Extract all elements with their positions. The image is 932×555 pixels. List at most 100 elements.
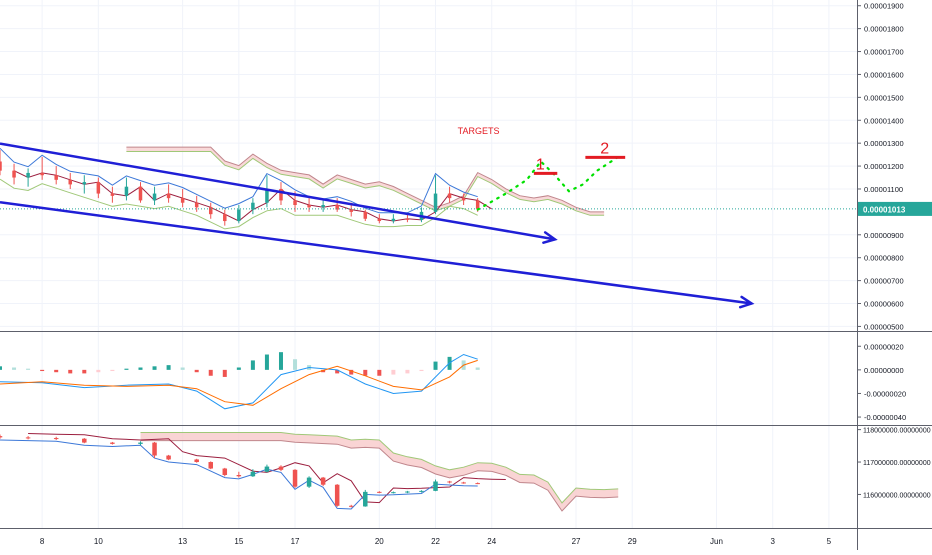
price-axis-label: 0.00000800 [864,254,904,263]
price-candle[interactable] [180,198,185,203]
bottom-baseline [28,433,506,504]
macd-histogram-bar [12,367,17,370]
macd-histogram-bar [26,368,31,370]
price-candle[interactable] [82,182,87,185]
price-axis-label: 0.00001700 [864,48,904,57]
bottom-candle[interactable] [377,491,382,493]
bottom-candle[interactable] [391,492,396,494]
price-axis-label: 0.00001600 [864,70,904,79]
bottom-candle[interactable] [278,466,284,470]
price-candle[interactable] [223,214,227,222]
price-candle[interactable] [237,209,241,222]
bottom-candle[interactable] [306,477,312,487]
bottom-candle[interactable] [53,438,59,440]
price-candle[interactable] [40,172,44,176]
price-candle[interactable] [110,193,115,196]
price-axis-label: 0.00000900 [864,231,904,240]
bottom-candle[interactable] [334,484,340,506]
price-candle[interactable] [12,170,16,178]
price-candle[interactable] [68,179,72,185]
macd-histogram-bar [138,367,143,370]
price-candle[interactable] [335,205,339,210]
price-candle[interactable] [26,172,30,178]
price-candle[interactable] [251,202,255,210]
bottom-candle[interactable] [264,466,270,472]
bottom-candle[interactable] [166,455,171,460]
bottom-candle[interactable] [461,482,466,484]
price-candle[interactable] [194,202,199,208]
bottom-candle[interactable] [475,483,480,485]
price-candle[interactable] [321,205,325,208]
bottom-candle[interactable] [138,442,143,444]
price-axis-label: 0.00001300 [864,139,904,148]
bottom-candle[interactable] [208,462,213,469]
macd-axis-label: -0.00000020 [864,389,906,398]
price-candle[interactable] [447,193,452,199]
price-candle[interactable] [208,207,213,215]
price-candle[interactable] [96,182,101,194]
price-axis-label: 0.00001400 [864,116,904,125]
bottom-candle[interactable] [82,438,87,443]
target-2-label: 2 [600,140,609,157]
time-axis-label: Jun [710,537,723,546]
projection-path [476,155,620,211]
macd-histogram-bar [321,369,326,373]
trendline-arrowhead [738,295,755,309]
macd-histogram-bar [236,367,241,370]
bottom-candle[interactable] [110,442,115,444]
bottom-candle[interactable] [405,491,410,493]
price-candle[interactable] [475,200,480,209]
price-candle[interactable] [405,218,410,220]
bottom-axis-label: 116000000.00000000 [863,492,931,499]
price-candle[interactable] [363,211,368,219]
bottom-candle[interactable] [25,437,31,439]
macd-histogram-bar [405,369,410,374]
macd-histogram-bar [293,359,298,370]
bottom-candle[interactable] [292,469,298,487]
bottom-candle[interactable] [250,471,256,477]
targets-label: TARGETS [458,126,500,136]
price-candle[interactable] [307,205,311,208]
macd-histogram-bar [363,369,368,376]
bottom-candle[interactable] [419,490,424,492]
price-candle[interactable] [166,193,171,199]
price-candle[interactable] [138,186,143,201]
macd-histogram-bar [335,369,340,374]
price-candle[interactable] [279,188,283,201]
price-candle[interactable] [461,198,466,201]
target-1-label: 1 [536,156,545,173]
price-candle[interactable] [293,200,297,206]
price-axis-label: 0.00001200 [864,162,904,171]
bottom-candle[interactable] [447,481,452,483]
bottom-candle[interactable] [0,436,3,438]
price-candle[interactable] [0,161,2,171]
price-candle[interactable] [391,218,396,222]
macd-histogram-bar [96,369,101,373]
time-axis-label: 17 [291,537,300,546]
time-axis-label: 22 [431,537,440,546]
macd-axis-label: -0.00000040 [864,413,906,422]
bottom-cloud-lower-line [140,440,619,512]
bottom-candle[interactable] [152,442,157,456]
macd-histogram-bar [419,369,424,372]
bottom-candle[interactable] [194,459,199,463]
price-candle[interactable] [377,218,382,222]
price-candle[interactable] [265,188,269,203]
price-candle[interactable] [433,193,438,212]
bottom-candle[interactable] [348,505,354,507]
bottom-candle[interactable] [433,481,438,491]
price-candle[interactable] [152,193,157,201]
price-candle[interactable] [54,175,58,180]
bottom-candle[interactable] [363,491,368,507]
price-candle[interactable] [124,186,129,196]
macd-histogram-bar [40,369,45,372]
bottom-candle[interactable] [236,475,242,477]
bottom-candle[interactable] [222,468,228,475]
price-axis-label: 0.00001800 [864,25,904,34]
price-candle[interactable] [349,209,353,212]
macd-histogram-bar [377,369,382,376]
bottom-candle[interactable] [320,477,326,485]
bottom-cloud-upper-line [140,432,619,504]
